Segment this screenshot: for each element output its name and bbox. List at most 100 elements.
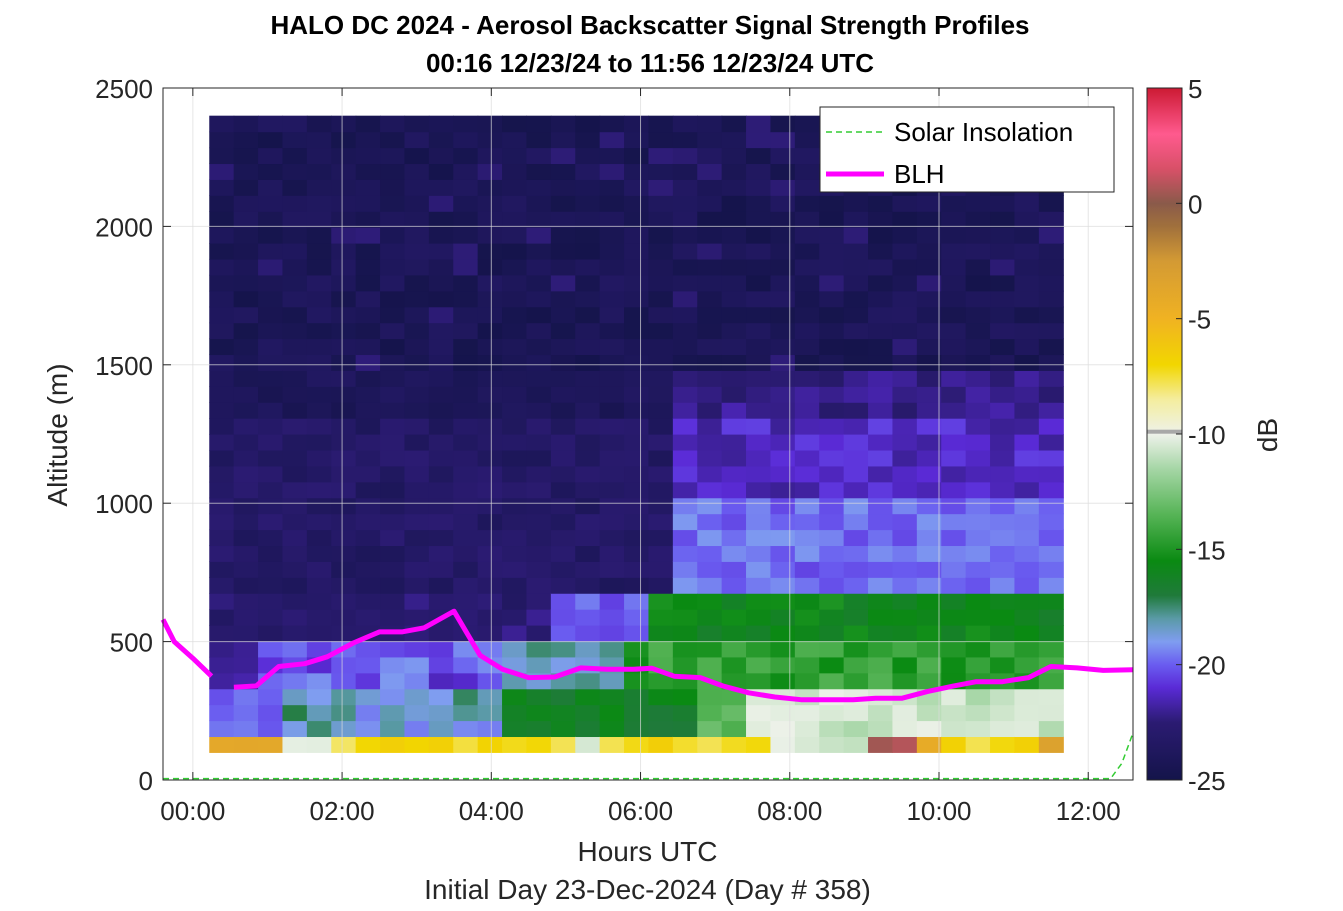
heatmap-cell: [916, 274, 942, 292]
heatmap-cell: [575, 322, 601, 340]
heatmap-cell: [990, 513, 1016, 531]
heatmap-cell: [672, 640, 698, 658]
heatmap-cell: [819, 656, 845, 674]
heatmap-cell: [258, 497, 284, 515]
heatmap-cell: [404, 465, 430, 483]
heatmap-cell: [550, 179, 576, 196]
heatmap-cell: [1014, 274, 1040, 292]
heatmap-cell: [526, 290, 552, 308]
heatmap-cell: [331, 258, 357, 276]
heatmap-cell: [916, 258, 942, 276]
heatmap-cell: [1014, 656, 1040, 674]
heatmap-cell: [916, 243, 942, 260]
heatmap-cell: [868, 449, 894, 467]
heatmap-cell: [624, 211, 650, 228]
heatmap-cell: [331, 147, 357, 165]
heatmap-cell: [624, 163, 650, 180]
heatmap-cell: [428, 672, 454, 690]
heatmap-cell: [233, 481, 259, 499]
heatmap-cell: [965, 211, 991, 228]
heatmap-cell: [770, 513, 796, 531]
heatmap-cell: [1014, 593, 1040, 610]
heatmap-cell: [404, 672, 430, 690]
heatmap-cell: [624, 704, 650, 722]
heatmap-cell: [868, 656, 894, 674]
heatmap-cell: [672, 593, 698, 610]
heatmap-cell: [794, 577, 820, 594]
heatmap-cell: [1014, 386, 1040, 403]
heatmap-cell: [599, 561, 625, 578]
heatmap-cell: [526, 640, 552, 658]
heatmap-cell: [892, 672, 918, 690]
heatmap-cell: [1038, 258, 1064, 276]
heatmap-cell: [648, 672, 674, 690]
heatmap-cell: [1014, 258, 1040, 276]
heatmap-cell: [1038, 306, 1064, 324]
heatmap-cell: [746, 386, 772, 403]
heatmap-cell: [794, 513, 820, 531]
heatmap-cell: [965, 529, 991, 547]
heatmap-cell: [1014, 354, 1040, 371]
heatmap-cell: [746, 274, 772, 292]
heatmap-cell: [233, 465, 259, 483]
heatmap-cell: [575, 163, 601, 180]
heatmap-cell: [453, 195, 479, 212]
heatmap-cell: [624, 115, 650, 133]
heatmap-cell: [404, 195, 430, 212]
heatmap-cell: [526, 736, 552, 753]
heatmap-cell: [770, 306, 796, 324]
heatmap-cell: [965, 688, 991, 706]
heatmap-cell: [868, 640, 894, 658]
heatmap-cell: [648, 322, 674, 340]
heatmap-cell: [428, 163, 454, 180]
heatmap-cell: [526, 354, 552, 371]
heatmap-cell: [843, 529, 869, 547]
heatmap-cell: [648, 513, 674, 531]
heatmap-cell: [550, 211, 576, 228]
heatmap-cell: [453, 163, 479, 180]
heatmap-cell: [477, 290, 503, 308]
heatmap-cell: [282, 115, 308, 133]
heatmap-cell: [258, 370, 284, 387]
heatmap-cell: [428, 593, 454, 610]
heatmap-cell: [1014, 338, 1040, 356]
heatmap-cell: [843, 290, 869, 308]
heatmap-cell: [233, 354, 259, 371]
heatmap-cell: [868, 465, 894, 483]
heatmap-cell: [868, 577, 894, 594]
heatmap-cell: [843, 386, 869, 403]
heatmap-cell: [306, 624, 332, 642]
heatmap-cell: [453, 593, 479, 610]
heatmap-cell: [599, 497, 625, 515]
heatmap-cell: [526, 529, 552, 547]
heatmap-cell: [770, 274, 796, 292]
y-tick-label: 0: [139, 766, 153, 796]
heatmap-cell: [209, 354, 235, 371]
heatmap-cell: [526, 561, 552, 578]
heatmap-cell: [526, 147, 552, 165]
heatmap-cell: [697, 354, 723, 371]
heatmap-cell: [770, 211, 796, 228]
axes: 00:00 02:00 04:00 06:00 08:00 10:00 12:00 0 500 1…: [95, 74, 1134, 826]
heatmap-cell: [355, 386, 381, 403]
heatmap-cell: [404, 290, 430, 308]
heatmap-cell: [672, 497, 698, 515]
heatmap-cell: [428, 481, 454, 499]
heatmap-cell: [648, 370, 674, 387]
heatmap-cell: [916, 290, 942, 308]
heatmap-cell: [282, 481, 308, 499]
heatmap-cell: [916, 609, 942, 626]
heatmap-cell: [746, 290, 772, 308]
x-tick-label: 08:00: [757, 796, 822, 826]
heatmap-cell: [1038, 354, 1064, 371]
heatmap-cell: [306, 529, 332, 547]
heatmap-cell: [965, 561, 991, 578]
heatmap-cell: [648, 243, 674, 260]
heatmap-cell: [404, 306, 430, 324]
heatmap-cell: [477, 497, 503, 515]
heatmap-cell: [380, 481, 406, 499]
heatmap-cell: [404, 561, 430, 578]
heatmap-cell: [380, 227, 406, 244]
heatmap-cell: [965, 195, 991, 212]
heatmap-cell: [624, 481, 650, 499]
